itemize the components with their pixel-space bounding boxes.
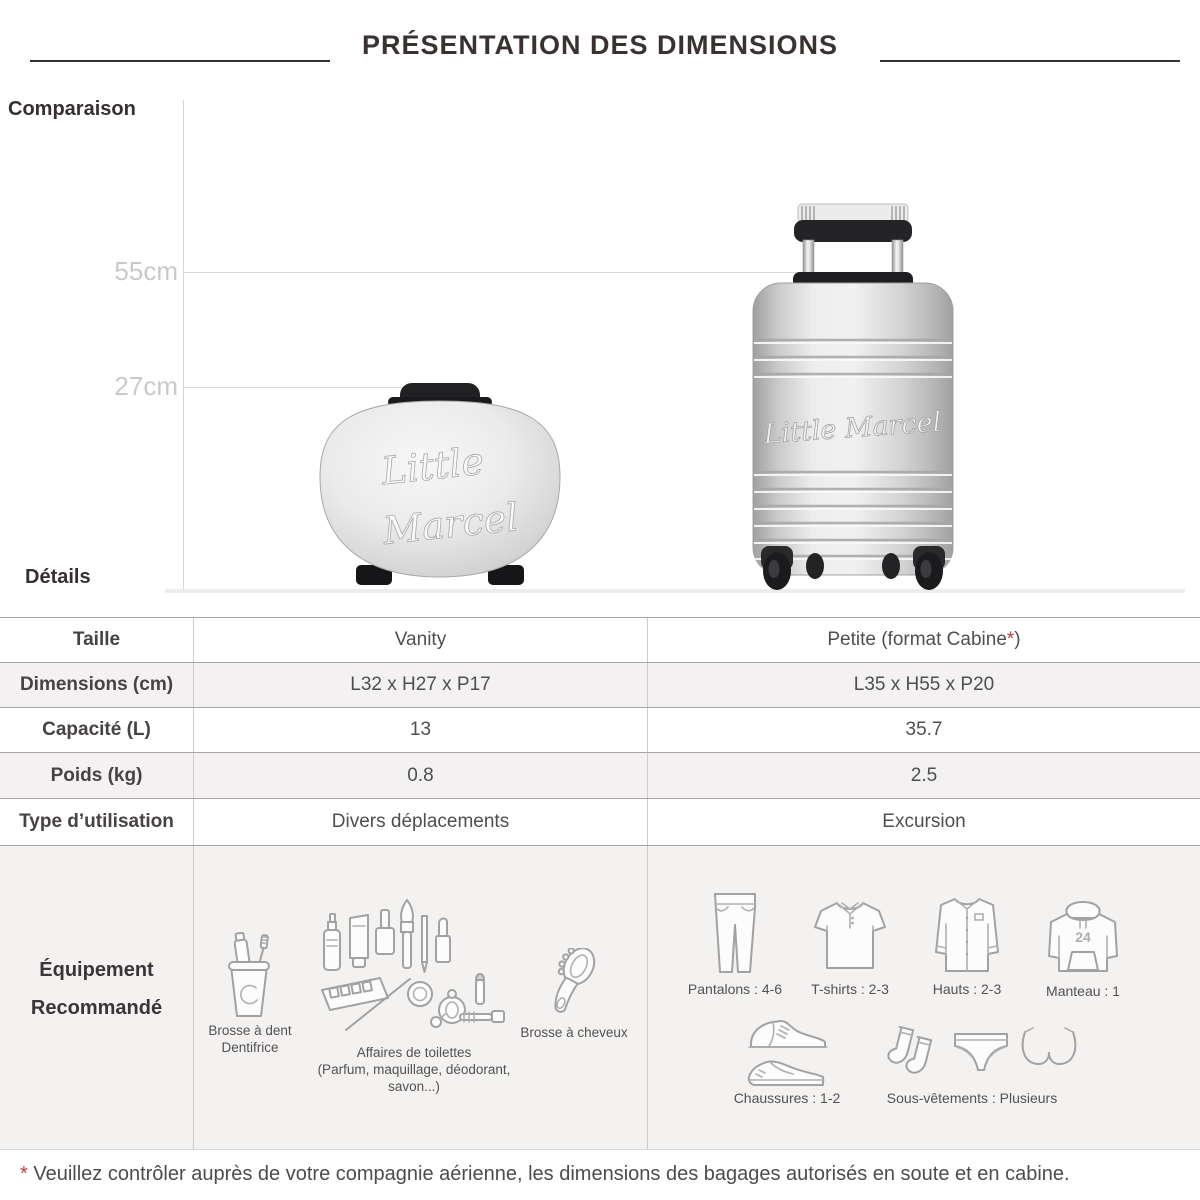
shell-ribs bbox=[754, 338, 952, 560]
hauts-caption: Hauts : 2-3 bbox=[932, 981, 1002, 997]
toothbrush-caption: Brosse à dent Dentifrice bbox=[208, 1023, 292, 1055]
tick-55cm: 55cm bbox=[114, 256, 178, 286]
petite-dimensions: L35 x H55 x P20 bbox=[647, 663, 1200, 707]
petite-usage: Excursion bbox=[647, 799, 1200, 845]
row-label: Poids (kg) bbox=[50, 764, 143, 786]
vanity-usage: Divers déplacements bbox=[193, 799, 647, 845]
vanity-dimensions: L32 x H27 x P17 bbox=[193, 663, 647, 707]
vanity-case-image: Little Marcel bbox=[319, 383, 561, 585]
vanity-weight: 0.8 bbox=[193, 753, 647, 798]
underwear-icon bbox=[887, 1026, 1077, 1074]
petite-capacity: 35.7 bbox=[647, 708, 1200, 752]
vanity-foot bbox=[356, 565, 392, 585]
table-row-taille: Taille Vanity Petite (format Cabine *) bbox=[0, 617, 1200, 662]
handle-grip bbox=[794, 220, 912, 242]
details-heading: Détails bbox=[25, 566, 91, 588]
shoes-icon bbox=[747, 1020, 828, 1086]
equipment-heading: Équipement Recommandé bbox=[30, 959, 163, 1019]
toiletries-icon bbox=[321, 899, 505, 1031]
row-label: Dimensions (cm) bbox=[19, 674, 174, 695]
hoodie-badge: 24 bbox=[1075, 929, 1091, 945]
dress-shirt-icon bbox=[935, 898, 999, 972]
row-label: Capacité (L) bbox=[42, 719, 151, 740]
petite-weight: 2.5 bbox=[647, 753, 1200, 798]
hairbrush-icon bbox=[554, 948, 596, 1013]
vanity-capacity: 13 bbox=[193, 708, 647, 752]
chart-baseline bbox=[165, 589, 1185, 593]
height-axis bbox=[183, 100, 184, 592]
table-row-utilisation: Type d’utilisation Divers déplacements E… bbox=[0, 798, 1200, 845]
toiletries-caption: Affaires de toilettes (Parfum, maquillag… bbox=[317, 1045, 511, 1094]
toothbrush-cup-icon bbox=[228, 932, 270, 1017]
title-rule-left bbox=[30, 60, 330, 62]
gridline-27cm bbox=[184, 387, 464, 388]
chaussures-caption: Chaussures : 1-2 bbox=[733, 1090, 841, 1106]
details-table: Taille Vanity Petite (format Cabine *) Di… bbox=[0, 617, 1200, 845]
pants-caption: Pantalons : 4-6 bbox=[687, 981, 783, 997]
petite-size: Petite (format Cabine *) bbox=[647, 618, 1200, 662]
title-rule-right bbox=[880, 60, 1180, 62]
hairbrush-caption: Brosse à cheveux bbox=[520, 1025, 628, 1040]
footnote: * Veuillez contrôler auprès de votre com… bbox=[20, 1163, 1070, 1185]
hoodie-icon: 24 bbox=[1048, 901, 1118, 972]
polo-shirt-icon bbox=[814, 902, 886, 969]
footnote-star: * bbox=[1006, 629, 1015, 650]
tshirt-caption: T-shirts : 2-3 bbox=[811, 981, 889, 997]
equipment-row: Équipement Recommandé Brosse à dent Dent… bbox=[0, 845, 1200, 1150]
tick-27cm: 27cm bbox=[114, 371, 178, 401]
pants-icon bbox=[714, 893, 756, 973]
table-row-dimensions: Dimensions (cm) L32 x H27 x P17 L35 x H5… bbox=[0, 662, 1200, 707]
gridline-55cm bbox=[184, 272, 858, 273]
page-title: PRÉSENTATION DES DIMENSIONS bbox=[361, 30, 839, 60]
header: PRÉSENTATION DES DIMENSIONS bbox=[0, 0, 1200, 90]
vanity-shell bbox=[319, 400, 561, 578]
spinner-wheels bbox=[761, 546, 945, 590]
comparison-heading: Comparaison bbox=[8, 98, 136, 120]
vanity-size: Vanity bbox=[193, 618, 647, 662]
row-label: Taille bbox=[72, 629, 121, 650]
manteau-caption: Manteau : 1 bbox=[1046, 983, 1120, 999]
cabin-suitcase-image: Little Marcel bbox=[752, 203, 954, 590]
table-row-capacite: Capacité (L) 13 35.7 bbox=[0, 707, 1200, 752]
sous-vetements-caption: Sous-vêtements : Plusieurs bbox=[886, 1090, 1058, 1106]
table-row-poids: Poids (kg) 0.8 2.5 bbox=[0, 752, 1200, 798]
footnote-star: * bbox=[20, 1163, 28, 1185]
vanity-brand-line2: Marcel bbox=[380, 495, 521, 553]
vanity-foot bbox=[488, 565, 524, 585]
row-label: Type d’utilisation bbox=[19, 811, 174, 832]
